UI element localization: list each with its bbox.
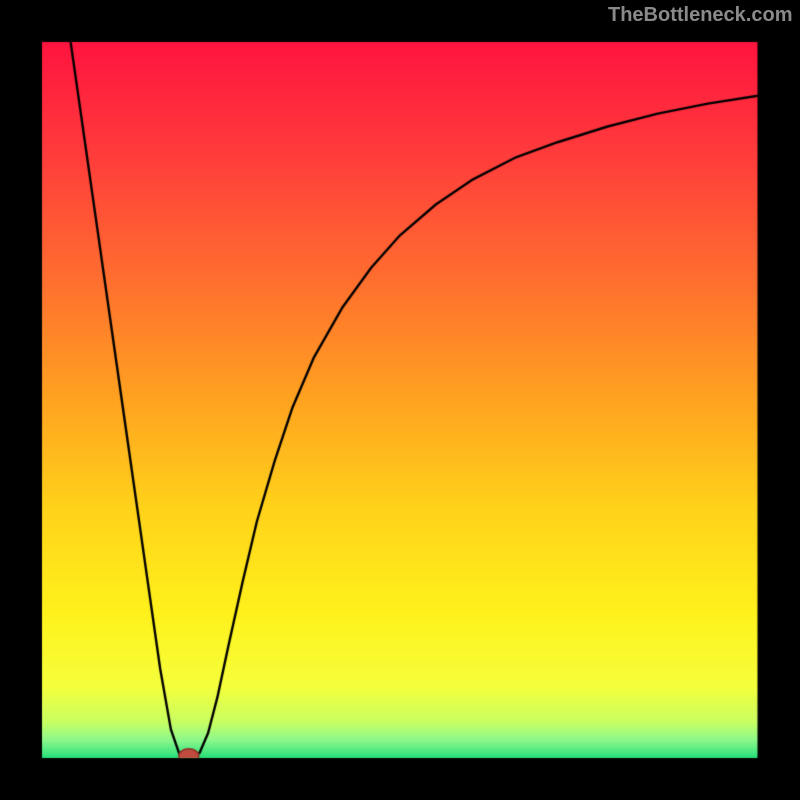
chart-stage: TheBottleneck.com: [0, 0, 800, 800]
bottleneck-curve-layer: [0, 0, 800, 800]
